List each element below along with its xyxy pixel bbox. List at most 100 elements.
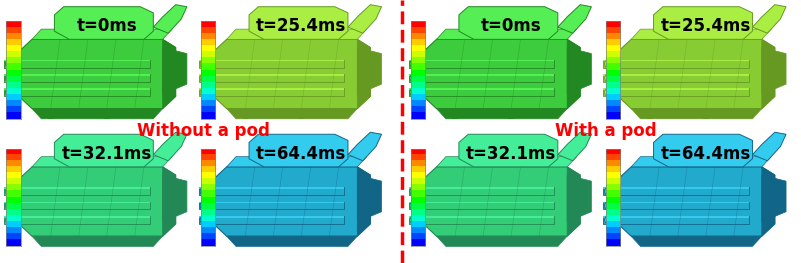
Polygon shape: [567, 39, 580, 109]
Polygon shape: [199, 216, 344, 218]
Polygon shape: [762, 39, 775, 109]
Polygon shape: [409, 202, 554, 203]
Polygon shape: [227, 157, 367, 167]
Polygon shape: [357, 167, 370, 236]
Polygon shape: [163, 47, 187, 94]
Circle shape: [607, 76, 610, 80]
Polygon shape: [4, 216, 150, 218]
Bar: [647, 236, 653, 246]
Bar: [509, 109, 514, 119]
Text: t=32.1ms: t=32.1ms: [466, 145, 556, 163]
Polygon shape: [32, 157, 172, 167]
Circle shape: [203, 189, 206, 193]
Polygon shape: [199, 88, 344, 96]
Circle shape: [413, 204, 416, 208]
Bar: [299, 109, 304, 119]
Circle shape: [607, 62, 610, 66]
Polygon shape: [409, 74, 554, 76]
Circle shape: [410, 88, 418, 97]
Polygon shape: [54, 134, 153, 167]
Circle shape: [203, 90, 206, 94]
Polygon shape: [409, 216, 554, 218]
Circle shape: [203, 76, 206, 80]
Circle shape: [607, 204, 610, 208]
Polygon shape: [437, 109, 567, 119]
Polygon shape: [409, 88, 554, 96]
Text: t=25.4ms: t=25.4ms: [661, 17, 751, 35]
Polygon shape: [603, 74, 749, 82]
Polygon shape: [603, 216, 749, 224]
Polygon shape: [762, 47, 786, 94]
Text: t=64.4ms: t=64.4ms: [256, 145, 346, 163]
Polygon shape: [409, 188, 554, 189]
Polygon shape: [19, 167, 175, 236]
Polygon shape: [437, 29, 577, 39]
Circle shape: [605, 187, 613, 196]
Polygon shape: [199, 60, 344, 68]
Circle shape: [8, 62, 11, 66]
Circle shape: [413, 189, 416, 193]
Polygon shape: [409, 216, 554, 224]
Polygon shape: [424, 39, 580, 109]
Polygon shape: [199, 60, 344, 62]
Circle shape: [605, 59, 613, 68]
Circle shape: [413, 62, 416, 66]
Polygon shape: [567, 167, 580, 236]
Polygon shape: [618, 39, 775, 109]
Text: With a pod: With a pod: [555, 123, 656, 140]
Polygon shape: [603, 188, 749, 189]
Polygon shape: [557, 132, 591, 161]
Polygon shape: [459, 134, 557, 167]
Polygon shape: [357, 47, 381, 94]
Circle shape: [200, 88, 208, 97]
Polygon shape: [762, 175, 786, 222]
Circle shape: [6, 215, 14, 224]
Polygon shape: [199, 188, 344, 189]
Circle shape: [607, 218, 610, 222]
Polygon shape: [348, 5, 381, 33]
Polygon shape: [357, 39, 370, 109]
Polygon shape: [409, 60, 554, 62]
Polygon shape: [631, 157, 771, 167]
Polygon shape: [4, 202, 150, 209]
Bar: [647, 109, 653, 119]
Polygon shape: [4, 60, 150, 68]
Polygon shape: [409, 60, 554, 68]
Bar: [453, 236, 458, 246]
Text: t=0ms: t=0ms: [76, 17, 137, 35]
Polygon shape: [199, 202, 344, 209]
Circle shape: [6, 74, 14, 83]
Polygon shape: [4, 202, 150, 203]
Polygon shape: [618, 167, 775, 236]
Circle shape: [605, 201, 613, 210]
Bar: [104, 236, 110, 246]
Bar: [299, 236, 304, 246]
Circle shape: [8, 90, 11, 94]
Circle shape: [410, 59, 418, 68]
Polygon shape: [199, 74, 344, 76]
Polygon shape: [752, 5, 786, 33]
Polygon shape: [603, 88, 749, 96]
Polygon shape: [4, 60, 150, 62]
Text: t=64.4ms: t=64.4ms: [661, 145, 751, 163]
Polygon shape: [603, 74, 749, 76]
Polygon shape: [631, 29, 771, 39]
Circle shape: [8, 76, 11, 80]
Polygon shape: [409, 202, 554, 209]
Polygon shape: [603, 60, 749, 62]
Polygon shape: [567, 175, 591, 222]
Polygon shape: [4, 74, 150, 76]
Polygon shape: [4, 188, 150, 195]
Polygon shape: [631, 236, 762, 246]
Polygon shape: [214, 39, 370, 109]
Text: t=0ms: t=0ms: [481, 17, 541, 35]
Polygon shape: [752, 132, 786, 161]
Circle shape: [203, 62, 206, 66]
Circle shape: [413, 218, 416, 222]
Polygon shape: [654, 7, 752, 39]
Polygon shape: [199, 74, 344, 82]
Bar: [243, 236, 248, 246]
Polygon shape: [199, 202, 344, 203]
Circle shape: [607, 90, 610, 94]
Polygon shape: [249, 7, 348, 39]
